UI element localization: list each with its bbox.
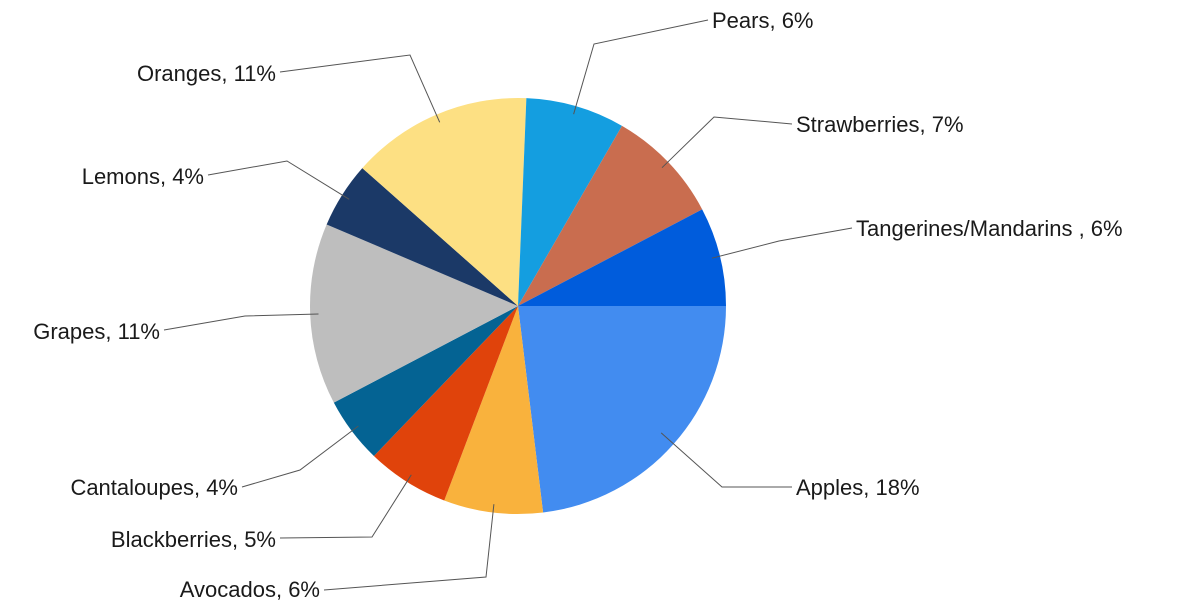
pie-slice-blackberries bbox=[373, 306, 518, 501]
leader-line-pears bbox=[573, 19, 709, 115]
leader-line-lemons bbox=[207, 160, 350, 200]
slice-label-oranges: Oranges, 11% bbox=[137, 61, 276, 86]
slice-label-apples: Apples, 18% bbox=[796, 475, 920, 500]
slice-label-blackberries: Blackberries, 5% bbox=[111, 527, 276, 552]
pie-slice-grapes bbox=[310, 224, 518, 403]
pie-slice-strawberries bbox=[518, 125, 703, 307]
leader-line-strawberries bbox=[661, 116, 793, 169]
slice-label-grapes: Grapes, 11% bbox=[33, 319, 160, 344]
leader-line-blackberries bbox=[279, 474, 412, 539]
slice-labels: Apples, 18% Avocados, 6% Blackberries, 5% C… bbox=[33, 8, 1122, 602]
leader-line-grapes bbox=[163, 313, 319, 331]
leader-lines bbox=[163, 19, 853, 591]
slice-label-avocados: Avocados, 6% bbox=[180, 577, 320, 602]
slice-label-strawberries: Strawberries, 7% bbox=[796, 112, 964, 137]
pie-slice-cantaloupes bbox=[333, 306, 518, 457]
slice-label-cantaloupes: Cantaloupes, 4% bbox=[70, 475, 238, 500]
pie-slice-pears bbox=[518, 98, 622, 306]
pie-slice-oranges bbox=[362, 98, 527, 307]
pie-slices bbox=[310, 98, 726, 514]
slice-label-tangerines-mandarins: Tangerines/Mandarins , 6% bbox=[856, 216, 1123, 241]
leader-line-oranges bbox=[279, 54, 441, 123]
leader-line-cantaloupes bbox=[241, 425, 359, 488]
leader-line-avocados bbox=[323, 504, 495, 591]
slice-label-lemons: Lemons, 4% bbox=[82, 164, 204, 189]
pie-slice-tangerines-mandarins bbox=[518, 209, 726, 306]
leader-line-tangerines-mandarins bbox=[711, 227, 853, 259]
leader-line-apples bbox=[660, 432, 792, 488]
pie-slice-lemons bbox=[326, 168, 518, 306]
slice-label-pears: Pears, 6% bbox=[712, 8, 814, 33]
pie-slice-avocados bbox=[444, 306, 544, 514]
pie-slice-apples bbox=[518, 306, 726, 513]
